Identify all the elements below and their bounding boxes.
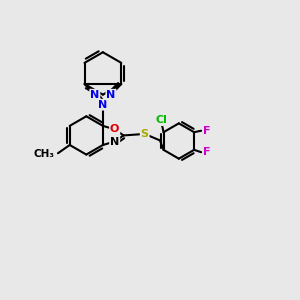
Text: N: N (90, 90, 99, 100)
Text: N: N (110, 136, 119, 146)
Text: N: N (98, 100, 107, 110)
Text: CH₃: CH₃ (33, 149, 54, 159)
Text: N: N (106, 90, 116, 100)
Text: F: F (203, 147, 211, 157)
Text: O: O (110, 124, 119, 134)
Text: S: S (141, 129, 149, 139)
Text: Cl: Cl (156, 115, 168, 125)
Text: F: F (203, 126, 211, 136)
